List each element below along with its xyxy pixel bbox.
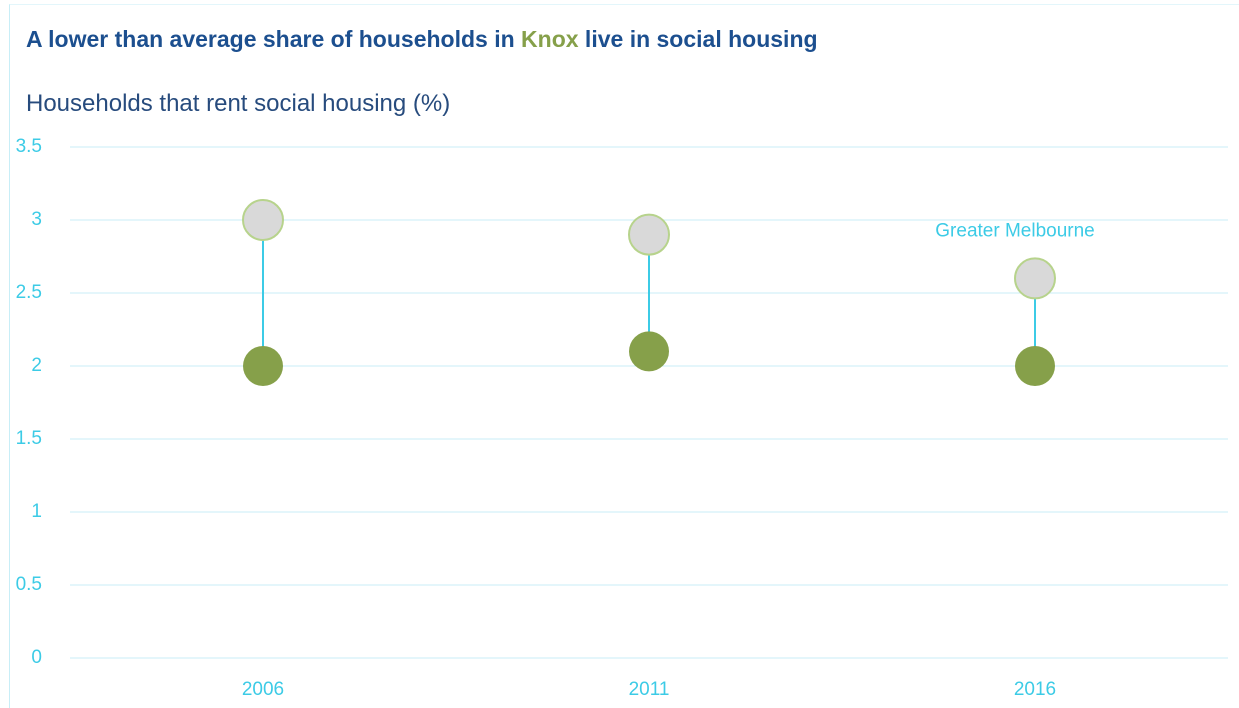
y-tick-label: 0: [31, 647, 42, 668]
series-label: Greater Melbourne: [935, 220, 1094, 241]
title-highlight: Knox: [521, 26, 579, 52]
dot: [628, 213, 670, 256]
chart-title: A lower than average share of households…: [26, 24, 986, 54]
dot: [242, 199, 284, 241]
dot: [1014, 257, 1056, 300]
x-tick-label: 2016: [1014, 679, 1056, 700]
y-tick-label: 3: [31, 209, 42, 230]
y-tick-label: 0.5: [16, 574, 42, 595]
dot: [1015, 346, 1055, 386]
x-tick-label: 2006: [242, 679, 284, 700]
chart-subtitle: Households that rent social housing (%): [26, 90, 451, 117]
y-tick-label: 2: [31, 355, 42, 376]
dot: [629, 331, 669, 372]
title-part: live in social housing: [578, 26, 818, 52]
y-tick-label: 2.5: [16, 282, 42, 303]
dot: [243, 346, 283, 386]
y-tick-label: 1: [31, 501, 42, 522]
y-tick-label: 1.5: [16, 428, 42, 449]
y-tick-label: 3.5: [16, 136, 42, 157]
frame: [9, 4, 1239, 708]
title-part: A lower than average share of households…: [26, 26, 522, 52]
x-tick-label: 2011: [629, 679, 670, 700]
